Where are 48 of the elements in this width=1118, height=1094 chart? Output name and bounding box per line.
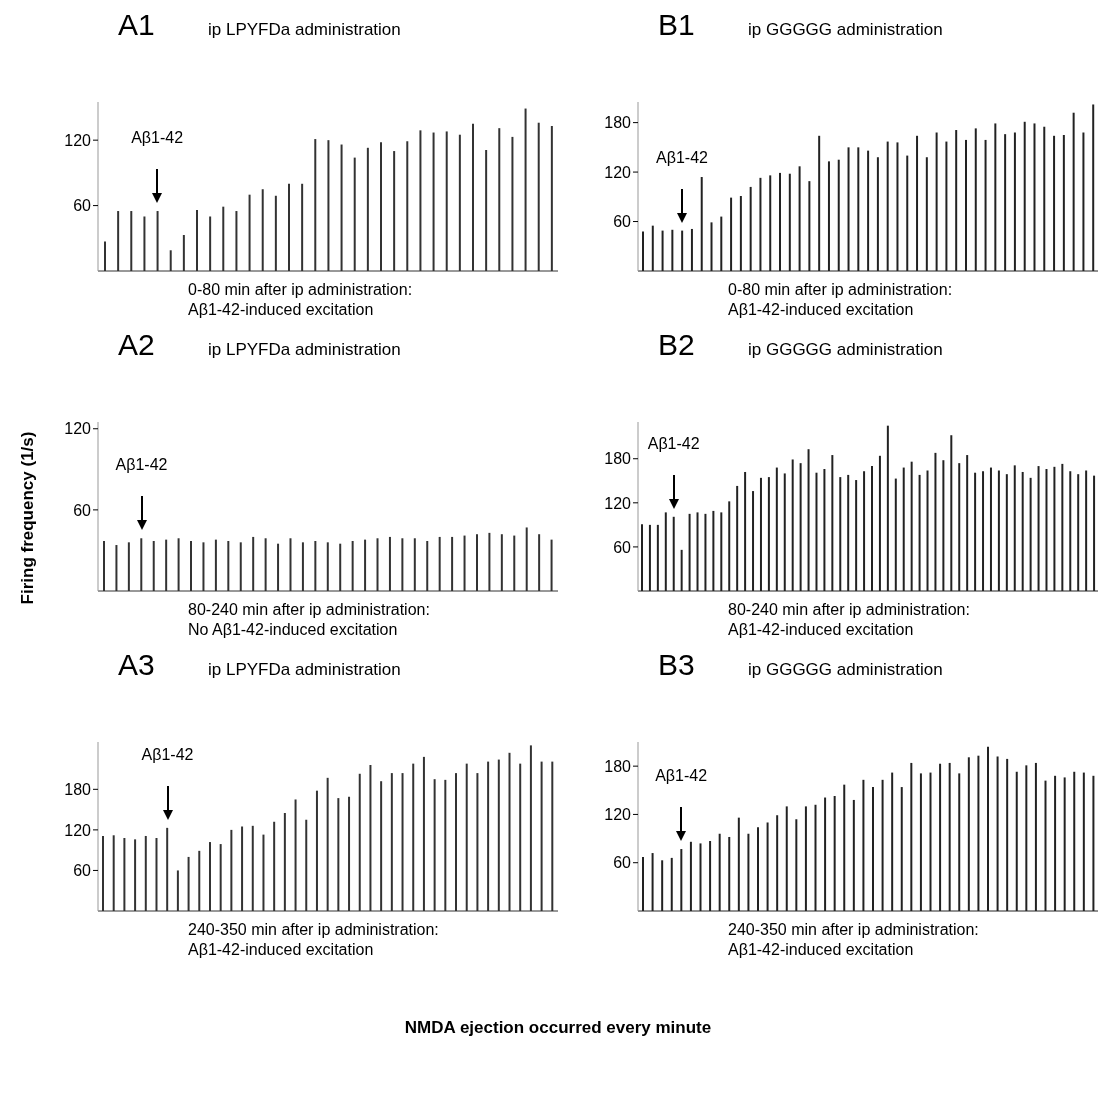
chart-subtitle: ip LPYFDa administration	[208, 20, 401, 40]
chart-title: A1	[118, 8, 156, 42]
text: Aβ1-42-induced excitation	[188, 940, 375, 960]
y-tick-label: 120	[64, 131, 92, 149]
y-tick-label: 180	[64, 781, 92, 798]
text: Aβ1-42-induced excitation	[728, 620, 915, 640]
text: 240-350 min after ip administration:	[188, 920, 440, 940]
chart-subtitle: ip GGGGG administration	[748, 20, 943, 40]
y-tick-label: 180	[604, 450, 632, 468]
x-axis-title: NMDA ejection occurred every minute	[403, 1018, 713, 1038]
y-tick-label: 60	[73, 501, 92, 519]
text: No Aβ1-42-induced excitation	[188, 620, 399, 640]
chart-subtitle: ip LPYFDa administration	[208, 660, 401, 680]
text: 240-350 min after ip administration:	[728, 920, 980, 940]
y-tick-label: 60	[73, 197, 92, 215]
y-tick-label: 60	[73, 862, 92, 880]
text: 80-240 min after ip administration:	[728, 600, 971, 620]
y-tick-label: 60	[613, 538, 632, 556]
chart-title: B1	[658, 8, 696, 42]
text: 80-240 min after ip administration:	[188, 600, 431, 620]
text: Aβ1-42-induced excitation	[188, 300, 375, 320]
chart-subtitle: ip GGGGG administration	[748, 340, 943, 360]
text: Aβ1-42-induced excitation	[728, 300, 915, 320]
y-tick-label: 60	[613, 854, 632, 872]
chart-title: B3	[658, 648, 696, 682]
y-tick-label: 180	[604, 757, 632, 775]
chart-subtitle: ip GGGGG administration	[748, 660, 943, 680]
text: 0-80 min after ip administration:	[728, 280, 954, 300]
y-tick-label: 60	[613, 213, 632, 231]
y-tick-label: 120	[64, 821, 92, 839]
chart-title: B2	[658, 328, 696, 362]
chart-title: A3	[118, 648, 156, 682]
annotation: Aβ1-42	[646, 434, 701, 453]
y-tick-label: 180	[604, 114, 632, 132]
y-axis-title: Firing frequency (1/s)	[18, 430, 38, 607]
annotation: Aβ1-42	[130, 129, 185, 148]
chart-subtitle: ip LPYFDa administration	[208, 340, 401, 360]
text: Aβ1-42-induced excitation	[728, 940, 915, 960]
annotation: Aβ1-42	[655, 148, 709, 167]
text: 0-80 min after ip administration:	[188, 280, 414, 300]
annotation: Aβ1-42	[654, 767, 709, 786]
y-tick-label: 120	[64, 420, 92, 438]
y-tick-label: 120	[604, 806, 632, 824]
annotation: Aβ1-42	[140, 745, 195, 764]
y-tick-label: 120	[604, 163, 632, 181]
chart-title: A2	[118, 328, 156, 362]
y-tick-label: 120	[604, 494, 632, 512]
annotation: Aβ1-42	[114, 456, 169, 475]
